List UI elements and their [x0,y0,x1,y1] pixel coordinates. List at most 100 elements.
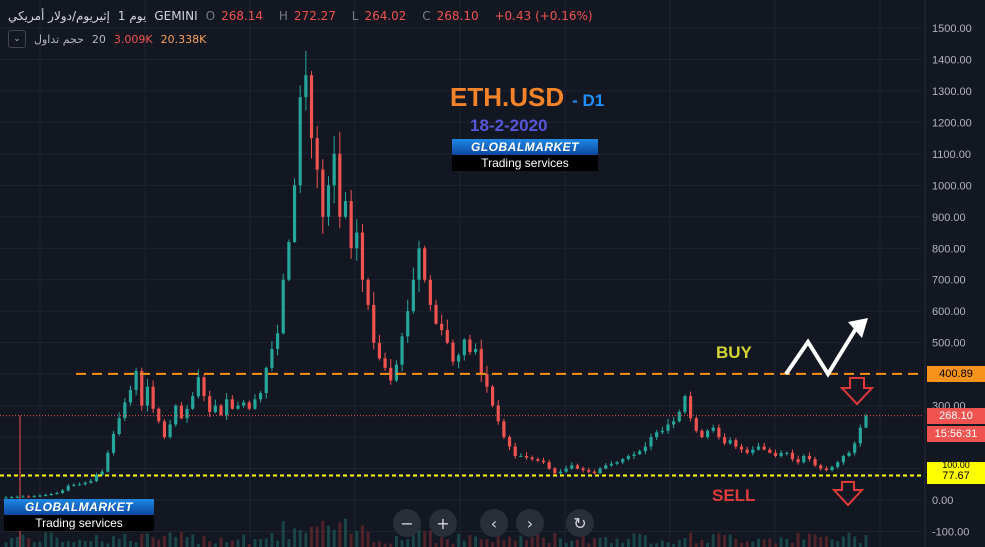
candle-body [632,454,636,456]
volume-bar [394,536,398,547]
volume-bar [824,536,828,547]
candle-body [626,455,630,460]
volume-bar [519,535,523,547]
volume-bar [513,540,517,547]
candle-body [247,402,251,409]
candle-body [858,427,862,444]
brand-logo: GLOBALMARKET Trading services [452,139,598,171]
candle-body [309,75,314,139]
candle-body [355,232,359,249]
volume-bar [666,542,670,547]
volume-bar [717,533,721,547]
candle-body [836,462,840,467]
volume-bar [366,531,370,547]
volume-bar [27,538,31,547]
candle-body [383,358,387,368]
countdown-badge: 15:56:31 [927,426,985,442]
candle-body [841,455,845,463]
y-tick-label: 1500.00 [932,23,972,35]
volume-bar [830,539,834,547]
candle-body [123,402,127,419]
volume-bar [864,535,868,547]
volume-bar [728,534,732,547]
down-arrow-icon [831,481,865,507]
candle-body [824,468,828,471]
chart-grid [0,0,922,547]
candle-body [230,399,234,409]
volume-bar [536,534,540,547]
volume-bar [502,540,506,547]
candle-body [242,402,246,406]
volume-bar [338,522,342,547]
scroll-right-button[interactable]: › [516,509,544,537]
volume-bar [423,531,427,547]
volume-bar [151,537,155,547]
volume-bar [479,539,483,547]
sell-annotation: SELL [712,486,756,505]
candle-body [21,496,25,498]
volume-bar [451,543,455,547]
candle-body [474,348,478,353]
volume-bar [377,541,381,547]
volume-bar [553,532,557,547]
exchange-label: GEMINI [154,9,198,23]
candle-body [807,455,812,460]
candle-body [140,370,144,406]
candle-body [219,405,223,416]
volume-bar [128,540,132,547]
y-tick-label: 800.00 [932,243,966,255]
candle-body [524,455,529,458]
candle-body [547,462,551,469]
volume-bar [38,541,42,547]
volume-bar [191,534,195,547]
candle-body [270,348,274,368]
volume-bar [106,543,110,547]
scroll-left-button[interactable]: ‹ [480,509,508,537]
volume-bar [298,529,302,547]
volume-bar [711,534,715,547]
volume-bar [841,536,845,547]
candle-body [705,430,710,438]
candle-body [10,497,14,499]
candle-body [196,377,200,397]
volume-bar [117,538,121,547]
reset-chart-button[interactable]: ↻ [566,509,594,537]
candle-body [394,364,398,381]
y-tick-label: 1200.00 [932,117,972,129]
volume-value: 3.009K [113,32,153,46]
volume-bar [242,534,246,547]
price-series [4,50,868,499]
volume-bar [632,533,636,547]
y-tick-label: 1400.00 [932,54,972,66]
volume-bar [462,540,466,547]
volume-bar [706,542,710,547]
volume-bar [655,543,659,547]
interval-label: يوم 1 [117,9,147,23]
zoom-in-button[interactable]: + [429,509,457,537]
candle-body [236,405,240,409]
volume-bar [773,543,777,547]
candle-body [162,421,167,438]
volume-bar [508,536,512,547]
y-tick-label: 1000.00 [932,180,972,192]
volume-bar [213,543,217,547]
zoom-out-button[interactable]: − [393,509,421,537]
candle-body [89,481,93,483]
volume-bar [162,535,166,547]
volume-bar [751,541,755,547]
volume-bar [757,538,760,547]
volume-bar [360,525,364,547]
chevron-down-icon[interactable]: ⌄ [8,30,26,48]
candle-body [677,411,681,422]
candle-body [581,468,585,471]
volume-bar [123,533,127,547]
volume-bar [355,530,359,547]
up-trend-arrow-head [848,318,868,338]
candle-body [4,497,8,499]
reset-controls: ↻ [566,509,594,537]
up-trend-arrow [784,320,862,378]
candle-body [428,279,432,305]
candle-body [168,424,172,438]
timeframe-annotation: - D1 [572,91,605,110]
